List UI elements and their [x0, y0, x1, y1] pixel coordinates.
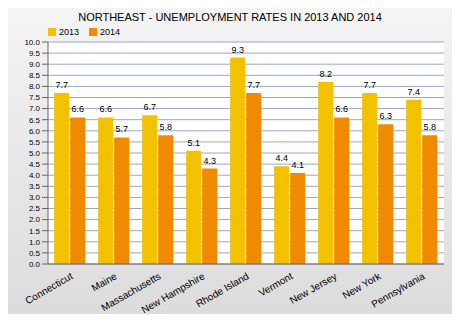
svg-text:7.0: 7.0	[29, 104, 41, 113]
svg-text:5.8: 5.8	[159, 122, 172, 132]
svg-text:6.6: 6.6	[71, 104, 84, 114]
svg-text:Connecticut: Connecticut	[23, 270, 74, 306]
svg-text:8.2: 8.2	[319, 69, 332, 79]
svg-text:New Jersey: New Jersey	[288, 270, 339, 306]
svg-text:8.5: 8.5	[29, 71, 41, 80]
svg-text:5.1: 5.1	[187, 138, 200, 148]
svg-text:Massachusetts: Massachusetts	[99, 270, 163, 314]
svg-text:New York: New York	[340, 270, 383, 301]
svg-text:8.0: 8.0	[29, 82, 41, 91]
html-text:2013: 2013	[59, 27, 79, 37]
svg-text:6.7: 6.7	[143, 102, 156, 112]
html-text:2014: 2014	[100, 27, 121, 37]
svg-text:6.6: 6.6	[99, 104, 112, 114]
svg-text:1.5: 1.5	[29, 227, 41, 236]
svg-text:4.0: 4.0	[29, 171, 41, 180]
svg-text:6.5: 6.5	[29, 116, 41, 125]
svg-text:7.7: 7.7	[55, 80, 68, 90]
svg-text:4.4: 4.4	[275, 153, 288, 163]
svg-text:7.7: 7.7	[247, 80, 260, 90]
svg-text:2.5: 2.5	[29, 204, 41, 213]
svg-text:7.4: 7.4	[407, 87, 420, 97]
svg-text:4.1: 4.1	[291, 160, 304, 170]
svg-text:New Hampshire: New Hampshire	[139, 270, 206, 314]
svg-text:4.3: 4.3	[203, 156, 216, 166]
svg-text:1.0: 1.0	[29, 238, 41, 247]
html-text:NORTHEAST - UNEMPLOYMENT RATES: NORTHEAST - UNEMPLOYMENT RATES IN 2013 A…	[78, 11, 382, 23]
svg-text:Maine: Maine	[89, 270, 118, 293]
svg-text:2.0: 2.0	[29, 215, 41, 224]
svg-text:7.5: 7.5	[29, 93, 41, 102]
svg-text:5.0: 5.0	[29, 149, 41, 158]
svg-text:6.3: 6.3	[379, 111, 392, 121]
svg-text:5.8: 5.8	[423, 122, 436, 132]
svg-text:5.5: 5.5	[29, 138, 41, 147]
svg-text:Vermont: Vermont	[257, 270, 295, 298]
svg-text:6.0: 6.0	[29, 127, 41, 136]
svg-text:5.7: 5.7	[115, 124, 128, 134]
svg-text:3.0: 3.0	[29, 193, 41, 202]
svg-text:3.5: 3.5	[29, 182, 41, 191]
svg-text:Rhode Island: Rhode Island	[194, 270, 251, 309]
svg-text:9.3: 9.3	[231, 45, 244, 55]
svg-text:6.6: 6.6	[335, 104, 348, 114]
svg-text:0.5: 0.5	[29, 249, 41, 258]
svg-text:0.0: 0.0	[29, 260, 41, 269]
svg-text:Pennsylvania: Pennsylvania	[370, 270, 427, 309]
svg-text:4.5: 4.5	[29, 160, 41, 169]
svg-text:7.7: 7.7	[363, 80, 376, 90]
svg-text:9.0: 9.0	[29, 60, 41, 69]
svg-text:10.0: 10.0	[24, 38, 40, 47]
svg-text:9.5: 9.5	[29, 49, 41, 58]
